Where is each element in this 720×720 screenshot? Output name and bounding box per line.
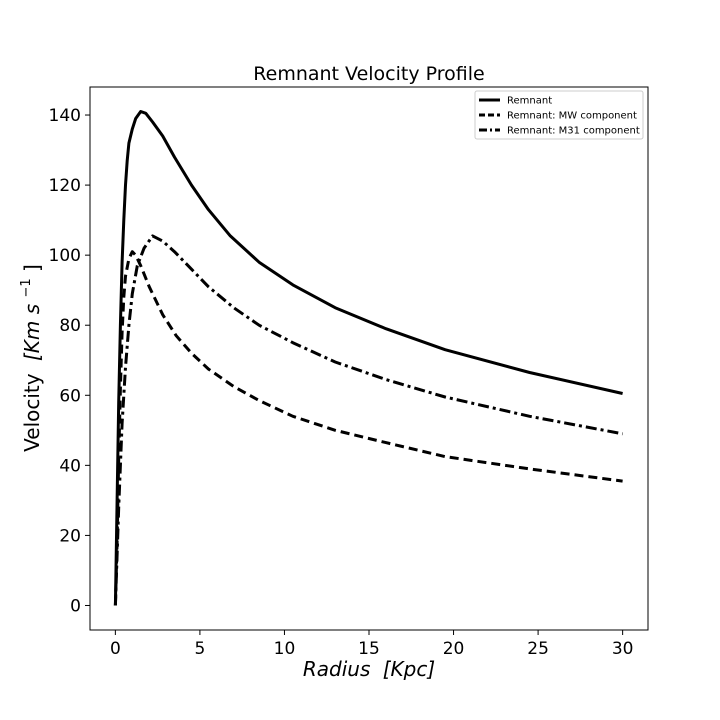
legend-label-2: Remnant: MW component — [507, 111, 637, 122]
y-axis-title-exp: −1 — [19, 278, 34, 297]
x-tick-label: 25 — [527, 639, 549, 659]
legend-label-1: Remnant — [507, 96, 552, 107]
x-axis-ticks: 0 5 10 15 20 25 30 — [110, 630, 634, 659]
y-axis-ticks: 0 20 40 60 80 100 120 140 — [49, 106, 90, 616]
y-axis-title-unit: [Km s — [20, 304, 44, 361]
x-tick-label: 10 — [274, 639, 296, 659]
series-layer — [113, 110, 623, 606]
y-axis-title: Velocity [Km s −1 ] — [11, 264, 44, 452]
legend: Remnant Remnant: MW component Remnant: M31… — [474, 90, 644, 140]
x-axis-title-main: Radius — [303, 657, 371, 681]
y-tick-label: 80 — [59, 316, 81, 336]
y-tick-label: 120 — [49, 176, 81, 196]
y-tick-label: 40 — [59, 456, 81, 476]
x-axis-title: Radius [Kpc] — [303, 657, 435, 681]
series-line-3 — [113, 234, 623, 606]
chart-title: Remnant Velocity Profile — [253, 63, 484, 85]
y-axis-title-close: ] — [20, 264, 44, 272]
y-tick-label: 0 — [70, 596, 81, 616]
series-line-2 — [113, 250, 623, 606]
legend-box — [474, 90, 644, 140]
y-tick-label: 60 — [59, 386, 81, 406]
y-tick-label: 100 — [49, 246, 81, 266]
legend-label-3: Remnant: M31 component — [507, 126, 640, 137]
x-tick-label: 15 — [358, 639, 380, 659]
y-axis-title-main: Velocity — [20, 373, 44, 452]
y-tick-label: 140 — [49, 106, 81, 126]
x-tick-label: 30 — [612, 639, 634, 659]
plot-frame — [89, 86, 649, 631]
y-tick-label: 20 — [59, 526, 81, 546]
x-tick-label: 20 — [443, 639, 465, 659]
x-tick-label: 0 — [110, 639, 121, 659]
series-line-1 — [113, 110, 623, 606]
x-axis-title-unit: [Kpc] — [383, 657, 435, 681]
x-tick-label: 5 — [194, 639, 205, 659]
